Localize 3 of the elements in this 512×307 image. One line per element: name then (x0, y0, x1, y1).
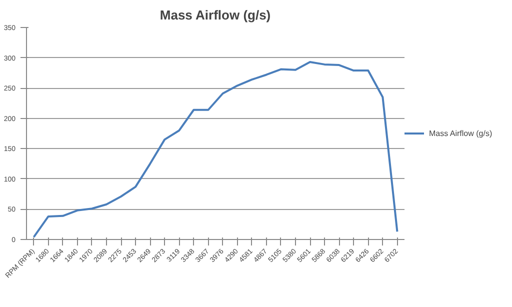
legend-label: Mass Airflow (g/s) (429, 128, 492, 138)
chart-title: Mass Airflow (g/s) (160, 8, 271, 22)
line-series (32, 61, 398, 238)
